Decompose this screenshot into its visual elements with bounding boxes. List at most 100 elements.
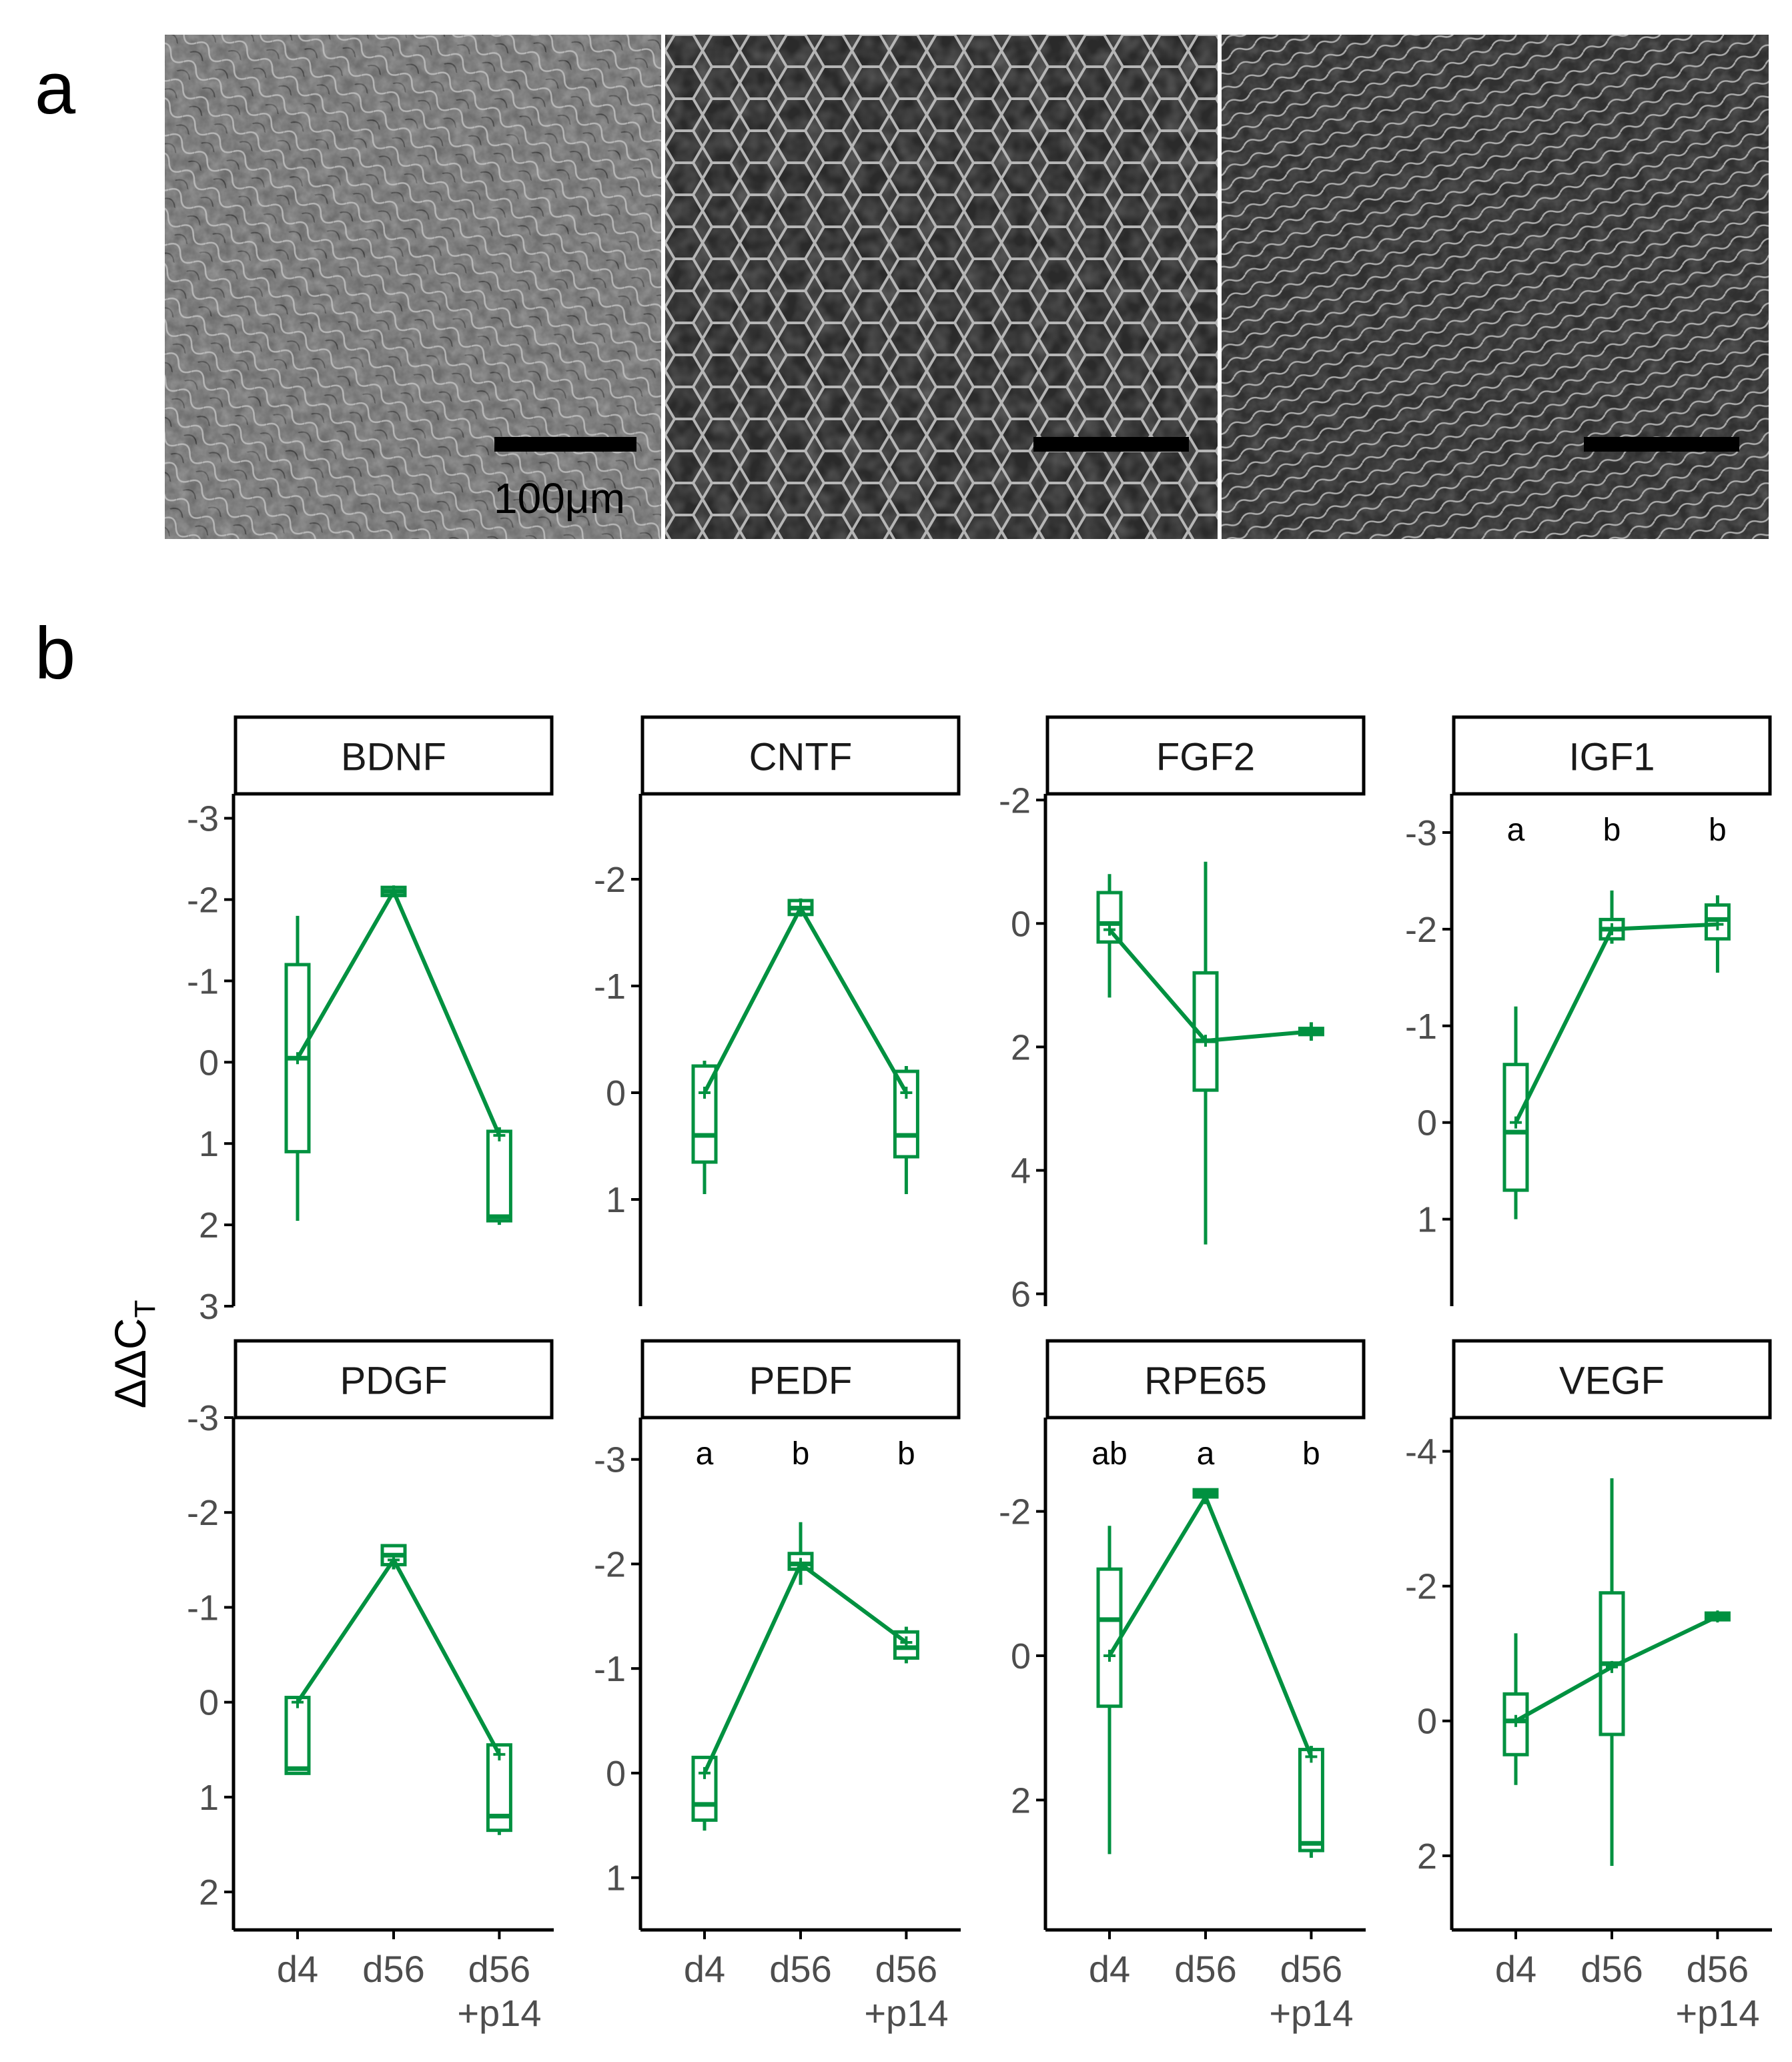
facet-bdnf: BDNF -3 -2 -1 0 1 2 3 — [187, 715, 554, 1327]
y-axis-title-main: ΔΔC — [105, 1318, 155, 1409]
sig-letter-rpe65-1: a — [1197, 1436, 1215, 1472]
x-tick-label-rpe65: d56 — [1174, 1948, 1236, 1990]
scale-bar-2 — [1033, 437, 1189, 452]
y-tick-label-pedf: -1 — [594, 1649, 626, 1689]
panel-b-label: b — [35, 612, 76, 694]
mean-line-igf1 — [1514, 922, 1718, 1124]
strip-label-rpe65: RPE65 — [1144, 1360, 1267, 1403]
mean-point-bdnf-1 — [388, 885, 400, 898]
y-tick-label-fgf2: 4 — [1011, 1151, 1031, 1191]
box-pedf-0 — [691, 1755, 718, 1822]
mean-line-rpe65 — [1107, 1494, 1314, 1758]
mean-line-bdnf — [296, 889, 502, 1137]
box-pdgf-0 — [284, 1696, 311, 1775]
y-tick-label-igf1: -1 — [1405, 1007, 1437, 1047]
mean-point-pedf-2 — [900, 1636, 913, 1648]
mean-line-pdgf — [296, 1558, 502, 1756]
y-tick-label-cntf: -1 — [594, 967, 626, 1007]
mean-point-cntf-0 — [699, 1087, 711, 1099]
box-rpe65-0 — [1096, 1567, 1123, 1708]
facet-fgf2: FGF2 -2 0 2 4 6 — [999, 715, 1366, 1314]
strip-label-fgf2: FGF2 — [1156, 736, 1255, 779]
mean-point-pdgf-1 — [388, 1554, 400, 1566]
strip-pdgf — [234, 1339, 554, 1420]
y-tick-label-pedf: -2 — [594, 1544, 626, 1584]
strip-rpe65 — [1045, 1339, 1366, 1420]
scale-bar-label: 100μm — [494, 474, 625, 522]
strip-label-cntf: CNTF — [749, 736, 853, 779]
y-tick-label-cntf: -2 — [594, 860, 626, 900]
mean-line-pedf — [703, 1562, 908, 1774]
y-tick-label-igf1: -3 — [1405, 813, 1437, 853]
x-tick-label-pdgf: d56 — [362, 1948, 424, 1990]
y-tick-label-bdnf: -3 — [187, 799, 219, 839]
strip-label-bdnf: BDNF — [341, 736, 446, 779]
mean-point-pdgf-0 — [292, 1696, 304, 1708]
y-tick-label-pedf: 0 — [606, 1754, 626, 1794]
mean-point-igf1-2 — [1711, 918, 1724, 931]
x-tick-label-pdgf: +p14 — [457, 1992, 541, 2034]
y-tick-label-pedf: 1 — [606, 1859, 626, 1899]
box-bdnf-2 — [486, 1129, 512, 1223]
strip-vegf — [1452, 1339, 1772, 1420]
y-tick-label-bdnf: 1 — [199, 1124, 219, 1164]
y-tick-label-rpe65: 2 — [1011, 1780, 1031, 1821]
micrograph-d56-p14-image — [1222, 35, 1769, 539]
y-tick-label-vegf: 2 — [1417, 1837, 1437, 1877]
mean-point-vegf-0 — [1510, 1714, 1522, 1727]
strip-bdnf — [234, 715, 554, 796]
y-tick-label-fgf2: -2 — [999, 781, 1031, 821]
y-tick-label-bdnf: -2 — [187, 880, 219, 920]
mean-point-fgf2-0 — [1103, 923, 1115, 936]
y-tick-label-igf1: 0 — [1417, 1103, 1437, 1143]
y-tick-label-vegf: 0 — [1417, 1702, 1437, 1742]
y-tick-label-cntf: 0 — [606, 1073, 626, 1113]
x-tick-label-vegf: d56 — [1687, 1948, 1749, 1990]
sig-letter-pedf-2: b — [897, 1436, 915, 1472]
y-tick-label-fgf2: 2 — [1011, 1027, 1031, 1067]
x-tick-label-pedf: d56 — [769, 1948, 831, 1990]
strip-label-pdgf: PDGF — [340, 1360, 447, 1403]
x-tick-label-vegf: d56 — [1581, 1948, 1643, 1990]
y-tick-label-vegf: -4 — [1405, 1432, 1437, 1472]
x-tick-label-pdgf: d4 — [277, 1948, 318, 1990]
sig-letter-rpe65-0: ab — [1091, 1436, 1127, 1472]
y-tick-label-pdgf: -3 — [187, 1398, 219, 1438]
facets: BDNF -3 -2 -1 0 1 2 3 CNTF -2 -1 0 1 FGF2 -2 0 2 4 6 IGF1 -3… — [187, 715, 1772, 2034]
mean-point-pedf-0 — [699, 1766, 711, 1779]
box-cntf-2 — [893, 1069, 919, 1159]
micrograph-d56-image — [665, 35, 1218, 539]
y-tick-label-cntf: 1 — [606, 1180, 626, 1220]
mean-point-fgf2-1 — [1200, 1035, 1212, 1047]
y-tick-label-fgf2: 6 — [1011, 1274, 1031, 1314]
y-tick-label-vegf: -2 — [1405, 1567, 1437, 1607]
x-tick-label-vegf: +p14 — [1675, 1992, 1759, 2034]
sig-letter-igf1-0: a — [1507, 813, 1525, 848]
mean-point-fgf2-2 — [1305, 1025, 1318, 1038]
micrograph-d56-p14 — [1222, 35, 1769, 539]
x-tick-label-pedf: +p14 — [864, 1992, 948, 2034]
x-tick-label-pedf: d4 — [684, 1948, 725, 1990]
strip-label-vegf: VEGF — [1559, 1360, 1665, 1403]
y-tick-label-pdgf: -1 — [187, 1588, 219, 1628]
strip-pedf — [640, 1339, 961, 1420]
sig-letter-pedf-0: a — [696, 1436, 714, 1472]
mean-point-pedf-1 — [795, 1558, 807, 1570]
x-tick-label-pedf: d56 — [875, 1948, 937, 1990]
y-tick-label-bdnf: -1 — [187, 961, 219, 1001]
sig-letter-igf1-2: b — [1709, 813, 1727, 848]
box-rpe65-2 — [1298, 1748, 1324, 1853]
mean-point-cntf-1 — [795, 902, 807, 915]
x-tick-label-pdgf: d56 — [468, 1948, 530, 1990]
mean-line-cntf — [703, 906, 909, 1094]
y-tick-label-igf1: 1 — [1417, 1200, 1437, 1240]
y-axis-title: ΔΔCT — [105, 1300, 161, 1409]
y-tick-label-pdgf: -2 — [187, 1493, 219, 1533]
strip-label-pedf: PEDF — [749, 1360, 853, 1403]
y-axis-title-sub: T — [129, 1300, 161, 1318]
mean-point-vegf-2 — [1711, 1610, 1724, 1623]
